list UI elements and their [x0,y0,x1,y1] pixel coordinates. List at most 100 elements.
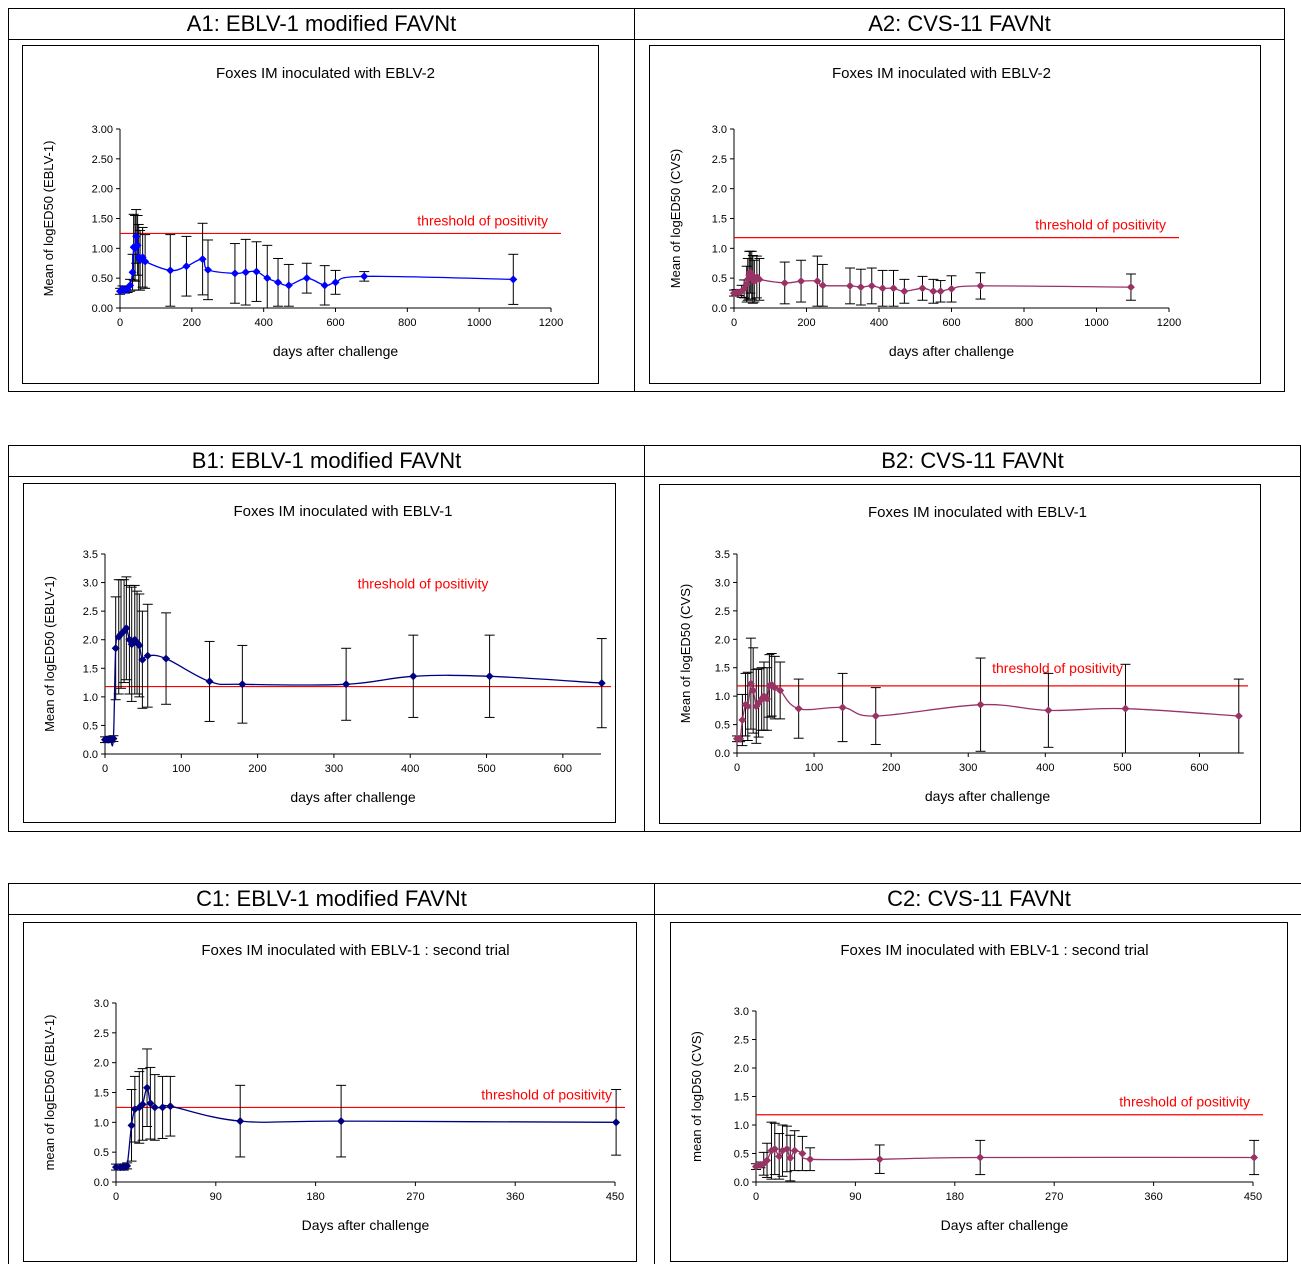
x-tick-label: 270 [406,1191,424,1203]
y-axis-label: mean of logED50 (EBLV-1) [42,1015,57,1171]
threshold-label: threshold of positivity [1119,1094,1250,1110]
data-point [138,1100,147,1109]
data-point [871,712,880,721]
data-point [597,679,606,688]
data-point [126,281,135,290]
x-tick-label: 1200 [539,317,563,329]
header-divider [9,39,1284,40]
panel-header-c2: C2: CVS-11 FAVNt [887,886,1071,911]
chart-frame-c1: Foxes IM inoculated with EBLV-1 : second… [23,922,637,1262]
data-point [135,641,144,650]
data-point [763,694,772,703]
x-tick-label: 300 [959,762,977,774]
data-point [786,1154,795,1163]
y-tick-label: 0.00 [92,303,113,315]
y-tick-label: 0.50 [92,273,113,285]
x-tick-label: 450 [1244,1191,1262,1203]
x-tick-label: 400 [401,763,419,775]
chart-title: Foxes IM inoculated with EBLV-2 [832,65,1051,82]
data-point [182,262,191,271]
x-tick-label: 180 [946,1191,964,1203]
data-point [205,677,214,686]
chart-frame-c2: Foxes IM inoculated with EBLV-1 : second… [670,922,1288,1262]
series-line [736,682,1239,741]
threshold-label: threshold of positivity [1035,217,1166,233]
data-point [867,281,876,290]
data-point [797,277,806,286]
data-point [1044,706,1053,715]
y-tick-label: 2.50 [92,154,113,166]
panel-row-a: A1: EBLV-1 modified FAVNt A2: CVS-11 FAV… [8,8,1285,392]
data-point [138,655,147,664]
y-tick-label: 0.5 [734,1149,749,1161]
data-point [123,285,132,294]
chart-b2: Foxes IM inoculated with EBLV-1 0.0 0.5 1.0… [678,504,1248,804]
y-tick-label: 0.0 [712,303,727,315]
data-point [485,672,494,681]
data-point [875,1155,884,1164]
data-point [806,1155,815,1164]
series-line [119,235,514,292]
data-point [1126,283,1135,292]
data-point [794,704,803,713]
data-point [767,680,776,689]
data-point [763,1156,772,1165]
y-tick-label: 1.00 [92,243,113,255]
data-point [846,281,854,290]
data-point [878,284,887,293]
y-tick-label: 2.5 [83,606,98,618]
data-point [132,232,141,241]
data-point [790,1146,799,1155]
y-tick-label: 2.0 [712,184,727,196]
data-point [130,635,139,644]
chart-title: Foxes IM inoculated with EBLV-2 [216,65,435,82]
y-tick-label: 3.0 [734,1006,749,1018]
y-tick-label: 1.0 [83,692,98,704]
x-axis-label: Days after challenge [302,1217,430,1233]
data-point [929,287,938,296]
data-point [782,1144,791,1153]
data-point [302,274,311,283]
data-point [775,1152,784,1161]
y-tick-label: 2.0 [715,634,730,646]
data-point [743,275,752,284]
data-point [342,680,351,689]
x-tick-label: 800 [398,317,416,329]
data-point [112,1163,120,1172]
y-tick-label: 3.00 [92,124,113,136]
data-point [612,1118,621,1127]
y-tick-label: 0.0 [715,748,730,760]
x-tick-label: 0 [734,762,740,774]
data-point [125,635,134,644]
data-point [947,284,956,293]
data-point [838,703,847,712]
data-point [127,1121,136,1130]
y-tick-label: 1.5 [94,1088,109,1100]
data-point [109,734,118,743]
y-tick-label: 0.5 [83,720,98,732]
x-tick-label: 90 [849,1191,861,1203]
x-axis-label: days after challenge [273,343,399,359]
x-tick-label: 300 [325,763,343,775]
panel-row-b: B1: EBLV-1 modified FAVNt B2: CVS-11 FAV… [8,445,1301,832]
y-tick-label: 0.5 [715,720,730,732]
x-tick-label: 200 [882,762,900,774]
data-point [337,1117,346,1126]
header-divider [9,476,1300,477]
x-tick-label: 600 [1190,762,1208,774]
x-tick-label: 200 [183,317,201,329]
chart-frame-a2: Foxes IM inoculated with EBLV-2 0.0 0.5 1.0… [649,45,1261,384]
x-tick-label: 1200 [1157,317,1181,329]
chart-frame-b1: Foxes IM inoculated with EBLV-1 0.0 0.5 1.0… [23,483,616,823]
x-axis-label: days after challenge [290,789,416,805]
chart-title: Foxes IM inoculated with EBLV-1 [868,504,1087,521]
x-tick-label: 200 [248,763,266,775]
data-point [749,686,758,695]
x-tick-label: 400 [1036,762,1054,774]
chart-a2: Foxes IM inoculated with EBLV-2 0.0 0.5 1.0… [668,65,1181,359]
data-point [976,1153,985,1162]
data-point [162,654,171,663]
chart-frame-b2: Foxes IM inoculated with EBLV-1 0.0 0.5 1.0… [659,484,1261,824]
data-point [752,1162,760,1171]
data-point [409,672,418,681]
